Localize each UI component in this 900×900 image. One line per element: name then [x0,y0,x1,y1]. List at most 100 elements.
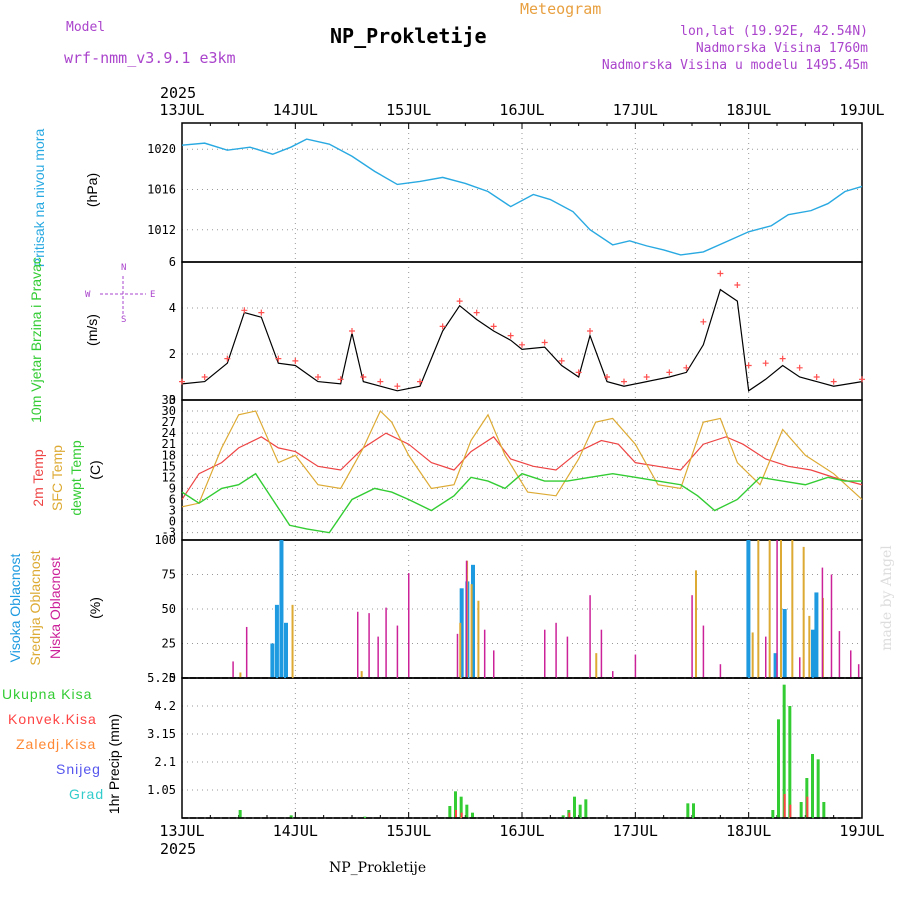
x-tick-label-bottom: 18JUL [726,822,771,840]
wind-gust-point [507,332,514,339]
precip-bar [561,815,565,818]
wind-gust-point [337,376,344,383]
y-tick-label: 25 [162,637,176,651]
cloud-bar [368,613,370,678]
cloud-bar [830,574,833,678]
legend-freezing-rain: Zaledj.Kisa [16,736,97,752]
cloud-bar [702,625,705,678]
compass-s: S [121,315,126,325]
cloud-bar [274,604,279,678]
cloud-bar [239,672,242,678]
y-tick-label: 2.1 [154,755,176,769]
precip-bar [471,812,474,818]
altitude-info: Nadmorska Visina 1760m [695,41,868,56]
cloud-bar [802,546,805,678]
cloud-bar [279,540,284,678]
precip-bar [799,802,803,818]
y-tick-label: 27 [162,415,176,429]
cloud-bar [838,631,841,678]
cloud-bar [776,540,778,678]
wind-gust-point [859,376,865,383]
cloud-bar [612,671,614,678]
precip-bar [782,684,786,818]
precip-bar [460,812,463,818]
pressure-line [181,138,863,256]
footer-station: NP_Prokletije [329,860,427,876]
model-name: wrf-nmm_v3.9.1 e3km [64,49,236,67]
wind-gust-point [683,364,690,371]
cloud-bar [470,584,473,678]
cloud-bar [555,622,557,678]
wind-gust-point [558,357,565,364]
wind-gust-point [762,360,769,367]
cloud-bar [566,636,569,678]
cloud-bar [600,629,603,678]
x-tick-label-bottom: 17JUL [613,822,658,840]
cloud-bar [773,653,778,678]
precip-bar [289,815,293,818]
precip-bar [584,799,588,818]
wind-gust-point [779,355,786,362]
wind-gust-point [179,378,185,385]
precip-bar [459,796,463,818]
cloud-bar [232,661,234,678]
cloud-bar [291,604,294,678]
cloud-bar [857,664,860,678]
cloud-bar [691,595,693,678]
cloud-bar [357,611,359,678]
precip-bar [568,812,571,818]
wind-gust-point [315,374,321,380]
y-tick-label: 3 [169,504,176,518]
precip-bar [465,804,469,818]
precip-bar [822,802,826,818]
chart-kind-label: Meteogram [520,0,602,18]
y-tick-label: 4 [169,301,176,315]
wind-gust-point [666,369,673,376]
model-altitude-info: Nadmorska Visina u modelu 1495.45m [601,58,868,73]
y-tick-label: 9 [169,481,176,495]
precip-bar [363,816,367,818]
legend-total-rain: Ukupna Kisa [2,686,93,702]
wind-gust-point [796,364,803,371]
precip-bar [692,803,695,818]
wind-gust-point [700,318,707,325]
precip-bar [578,804,582,818]
cloud-bar [757,540,760,678]
wind-gust-point [541,339,548,346]
y-tick-label: 24 [162,426,176,440]
cloud-bar [270,643,275,678]
cloud-bar [595,653,598,678]
y-tick-label: 5.25 [147,671,176,685]
cloud-bar [360,671,363,678]
wind-gust-point [643,374,650,380]
wind-gust-point [258,309,265,316]
x-tick-label-top: 14JUL [273,101,318,119]
y-tick-label: 3.15 [147,727,176,741]
y-tick-label: 33 [162,393,176,407]
precip-bar [811,754,814,818]
precip-bar [455,810,457,818]
cloud-bar [544,629,546,678]
compass-w: W [85,290,91,300]
cloud-bar [459,588,464,678]
page-title: NP_Prokletije [330,24,487,48]
cloud-bar [850,650,852,678]
x-tick-label-top: 16JUL [499,101,544,119]
cloud-bar [284,622,288,678]
x-tick-label-top: 18JUL [726,101,771,119]
y-tick-label: 18 [162,448,176,462]
x-tick-label-bottom: 15JUL [386,822,431,840]
y-tick-label: 50 [162,602,176,616]
wind-gust-point [292,357,299,364]
y-tick-label: 4.2 [154,699,176,713]
y-tick-label: -3 [162,526,176,540]
cloud-bar [408,573,410,678]
cloud-bar [814,592,819,678]
x-tick-label-top: 13JUL [159,101,204,119]
wind-speed-line [181,288,863,392]
cloud-bar [751,632,754,678]
year-label-top: 2025 [160,84,196,102]
y-tick-label: 6 [169,255,176,269]
compass-e: E [150,290,155,300]
